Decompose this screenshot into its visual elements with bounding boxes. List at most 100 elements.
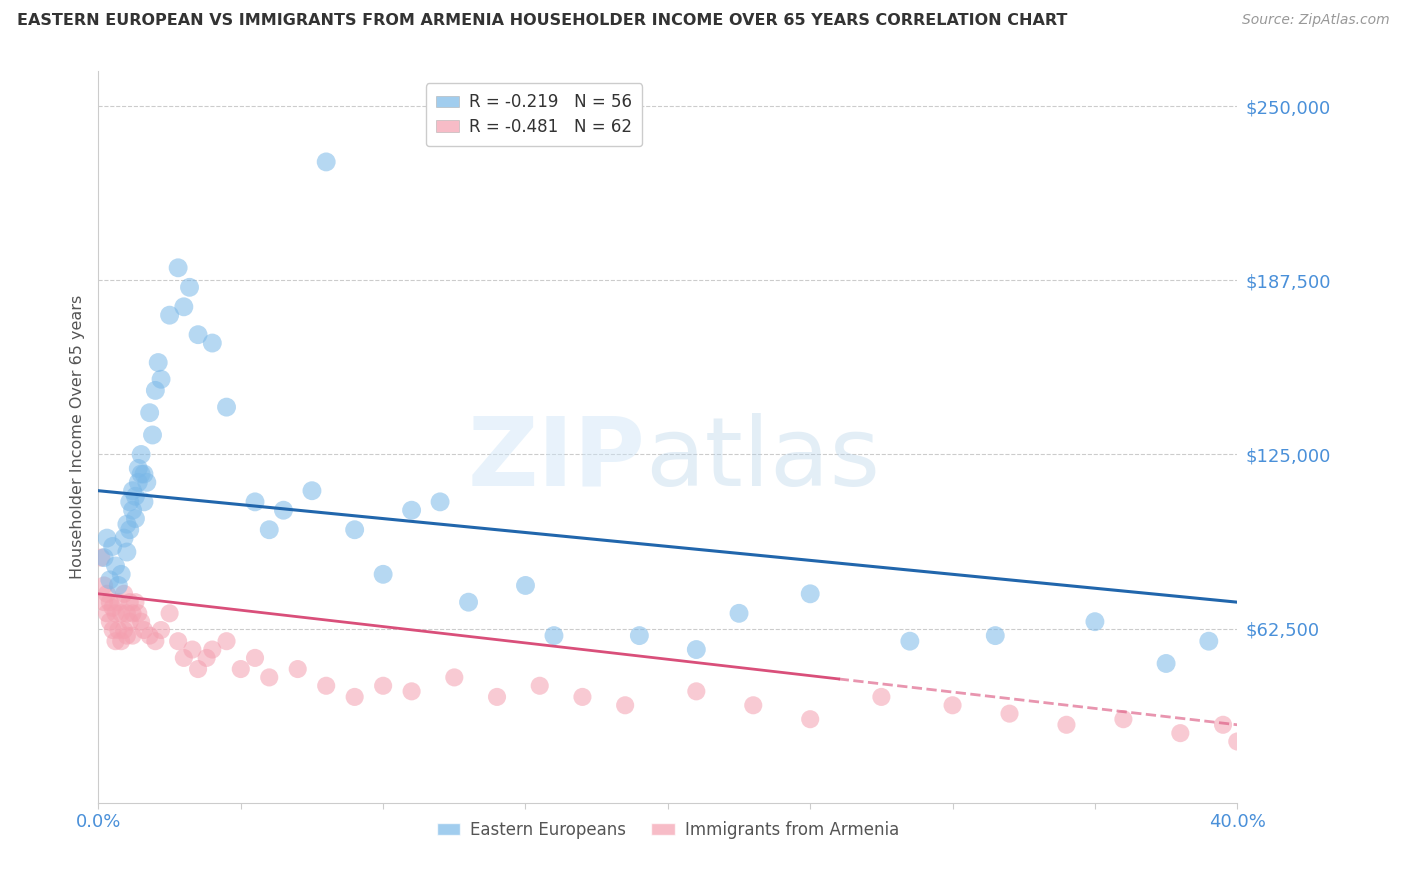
Point (132, 495, 155, 509)
Point (243, 495, 266, 509)
Point (898, 634, 921, 648)
Text: ZIP: ZIP (467, 412, 645, 506)
Point (104, 634, 127, 648)
Point (98, 595, 121, 609)
Point (118, 495, 141, 509)
Point (101, 623, 124, 637)
Point (799, 587, 821, 601)
Point (799, 712, 821, 726)
Point (150, 372, 173, 386)
Point (1226, 734, 1249, 748)
Point (373, 679, 395, 693)
Point (259, 670, 281, 684)
Point (115, 545, 138, 559)
Point (229, 662, 252, 676)
Point (124, 489, 146, 503)
Point (457, 595, 479, 609)
Text: atlas: atlas (645, 412, 880, 506)
Point (121, 483, 143, 498)
Point (98, 615, 121, 629)
Point (104, 607, 127, 621)
Y-axis label: Householder Income Over 65 years: Householder Income Over 65 years (69, 295, 84, 579)
Point (742, 698, 765, 713)
Text: EASTERN EUROPEAN VS IMMIGRANTS FROM ARMENIA HOUSEHOLDER INCOME OVER 65 YEARS COR: EASTERN EUROPEAN VS IMMIGRANTS FROM ARME… (17, 13, 1067, 29)
Point (628, 629, 651, 643)
Point (135, 475, 157, 490)
Text: Source: ZipAtlas.com: Source: ZipAtlas.com (1241, 13, 1389, 28)
Point (104, 558, 127, 573)
Point (107, 578, 129, 592)
Point (112, 531, 135, 545)
Point (685, 642, 707, 657)
Point (1212, 718, 1234, 732)
Point (129, 615, 152, 629)
Point (315, 679, 337, 693)
Point (121, 629, 143, 643)
Point (201, 642, 224, 657)
Point (401, 684, 423, 698)
Point (614, 698, 637, 713)
Point (167, 634, 190, 648)
Point (429, 495, 451, 509)
Point (942, 698, 965, 713)
Point (115, 517, 138, 532)
Point (301, 483, 323, 498)
Point (118, 615, 141, 629)
Point (201, 336, 224, 351)
Point (401, 503, 423, 517)
Point (1170, 726, 1192, 740)
Point (173, 651, 195, 665)
Point (1112, 712, 1135, 726)
Point (115, 607, 138, 621)
Point (124, 595, 146, 609)
Point (121, 607, 143, 621)
Legend: Eastern Europeans, Immigrants from Armenia: Eastern Europeans, Immigrants from Armen… (430, 814, 905, 846)
Point (145, 634, 167, 648)
Point (515, 578, 537, 592)
Point (90, 550, 112, 565)
Point (118, 595, 141, 609)
Point (107, 623, 129, 637)
Point (115, 629, 138, 643)
Point (110, 567, 132, 582)
Point (179, 280, 201, 294)
Point (124, 511, 146, 525)
Point (273, 503, 295, 517)
Point (195, 651, 218, 665)
Point (98, 573, 121, 587)
Point (187, 327, 209, 342)
Point (112, 587, 135, 601)
Point (998, 706, 1021, 721)
Point (127, 461, 149, 475)
Point (150, 623, 173, 637)
Point (571, 690, 593, 704)
Point (93, 595, 115, 609)
Point (181, 642, 204, 657)
Point (443, 670, 465, 684)
Point (112, 623, 135, 637)
Point (132, 467, 155, 481)
Point (215, 400, 238, 414)
Point (173, 300, 195, 314)
Point (543, 629, 565, 643)
Point (159, 607, 181, 621)
Point (685, 684, 707, 698)
Point (343, 690, 366, 704)
Point (529, 679, 551, 693)
Point (167, 260, 190, 275)
Point (870, 690, 893, 704)
Point (110, 607, 132, 621)
Point (101, 600, 124, 615)
Point (215, 634, 238, 648)
Point (984, 629, 1007, 643)
Point (728, 607, 751, 621)
Point (141, 428, 163, 442)
Point (486, 690, 509, 704)
Point (107, 595, 129, 609)
Point (243, 651, 266, 665)
Point (96, 607, 118, 621)
Point (148, 355, 170, 369)
Point (129, 448, 152, 462)
Point (1084, 615, 1107, 629)
Point (132, 623, 155, 637)
